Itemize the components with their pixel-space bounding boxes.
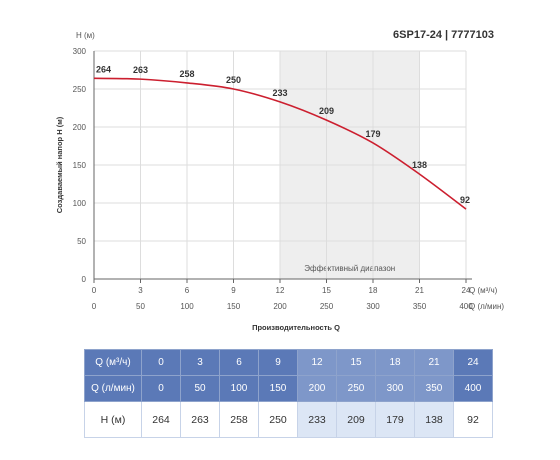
table-cell: 0	[141, 349, 181, 376]
data-label: 258	[179, 69, 194, 79]
y-tick-label: 50	[77, 237, 86, 246]
table-cell: 0	[141, 375, 181, 402]
y-tick-label: 100	[73, 199, 87, 208]
data-table: Q (м³/ч) 0 3 6 9 12 15 18 21 24 Q (л/мин) 0 50 100 150…	[84, 349, 493, 438]
table-cell: 209	[336, 401, 376, 438]
x-tick-label-lmin: 50	[136, 302, 145, 311]
table-cell: 24	[453, 349, 493, 376]
table-cell: 21	[414, 349, 454, 376]
q-m3h-row: Q (м³/ч) 0 3 6 9 12 15 18 21 24	[84, 349, 493, 376]
table-cell: 100	[219, 375, 259, 402]
x-tick-label-m3h: 21	[415, 286, 424, 295]
x-axis-label-m3h: Q (м³/ч)	[469, 286, 498, 295]
row-label: H (м)	[84, 401, 142, 438]
chart-title: 6SP17-24 | 7777103	[393, 29, 494, 41]
table-cell: 250	[336, 375, 376, 402]
y-tick-label: 0	[82, 275, 87, 284]
table-cell: 9	[258, 349, 298, 376]
x-axis-label-lmin: Q (л/мин)	[469, 302, 504, 311]
x-tick-label-m3h: 0	[92, 286, 97, 295]
table-cell: 12	[297, 349, 337, 376]
y-axis-top-label: H (м)	[76, 31, 95, 40]
data-label: 233	[272, 88, 287, 98]
x-tick-label-m3h: 18	[369, 286, 378, 295]
x-tick-label-lmin: 200	[273, 302, 287, 311]
row-label: Q (л/мин)	[84, 375, 142, 402]
table-cell: 200	[297, 375, 337, 402]
x-axis-title: Производительность Q	[252, 323, 340, 332]
data-label: 179	[365, 129, 380, 139]
x-tick-label-m3h: 12	[276, 286, 285, 295]
data-label: 263	[133, 65, 148, 75]
y-axis-title: Создаваемый напор H (м)	[55, 116, 64, 213]
table-cell: 400	[453, 375, 493, 402]
h-row: H (м) 264 263 258 250 233 209 179 138 92	[84, 401, 493, 438]
x-tick-label-m3h: 3	[138, 286, 143, 295]
x-tick-label-m3h: 6	[185, 286, 190, 295]
chart-svg: 6SP17-24 | 7777103 Эффективный диапазон 0…	[55, 29, 504, 332]
table-cell: 258	[219, 401, 259, 438]
table-cell: 263	[180, 401, 220, 438]
table-cell: 15	[336, 349, 376, 376]
table-cell: 179	[375, 401, 415, 438]
table-cell: 300	[375, 375, 415, 402]
x-tick-label-lmin: 0	[92, 302, 97, 311]
data-label: 209	[319, 106, 334, 116]
x-tick-label-lmin: 400	[459, 302, 473, 311]
efficient-range-label: Эффективный диапазон	[304, 264, 395, 273]
y-tick-label: 150	[73, 161, 87, 170]
table-cell: 3	[180, 349, 220, 376]
table-cell: 264	[141, 401, 181, 438]
table-cell: 18	[375, 349, 415, 376]
data-label: 250	[226, 75, 241, 85]
x-tick-label-m3h: 9	[231, 286, 236, 295]
table-cell: 138	[414, 401, 454, 438]
data-label: 92	[460, 195, 470, 205]
x-tick-label-lmin: 300	[366, 302, 380, 311]
table-cell: 150	[258, 375, 298, 402]
row-label: Q (м³/ч)	[84, 349, 142, 376]
table-cell: 250	[258, 401, 298, 438]
data-label: 264	[96, 64, 111, 74]
y-tick-label: 250	[73, 85, 87, 94]
series-line	[93, 77, 467, 210]
x-tick-label-m3h: 24	[462, 286, 471, 295]
table-cell: 6	[219, 349, 259, 376]
y-tick-label: 300	[73, 47, 87, 56]
table-cell: 92	[453, 401, 493, 438]
x-tick-label-lmin: 250	[320, 302, 334, 311]
table-cell: 350	[414, 375, 454, 402]
y-tick-label: 200	[73, 123, 87, 132]
x-tick-label-lmin: 150	[227, 302, 241, 311]
data-label: 138	[412, 160, 427, 170]
x-tick-label-m3h: 15	[322, 286, 331, 295]
x-tick-label-lmin: 100	[180, 302, 194, 311]
q-lmin-row: Q (л/мин) 0 50 100 150 200 250 300 350 400	[84, 375, 493, 402]
table-cell: 50	[180, 375, 220, 402]
table-cell: 233	[297, 401, 337, 438]
x-tick-label-lmin: 350	[413, 302, 427, 311]
